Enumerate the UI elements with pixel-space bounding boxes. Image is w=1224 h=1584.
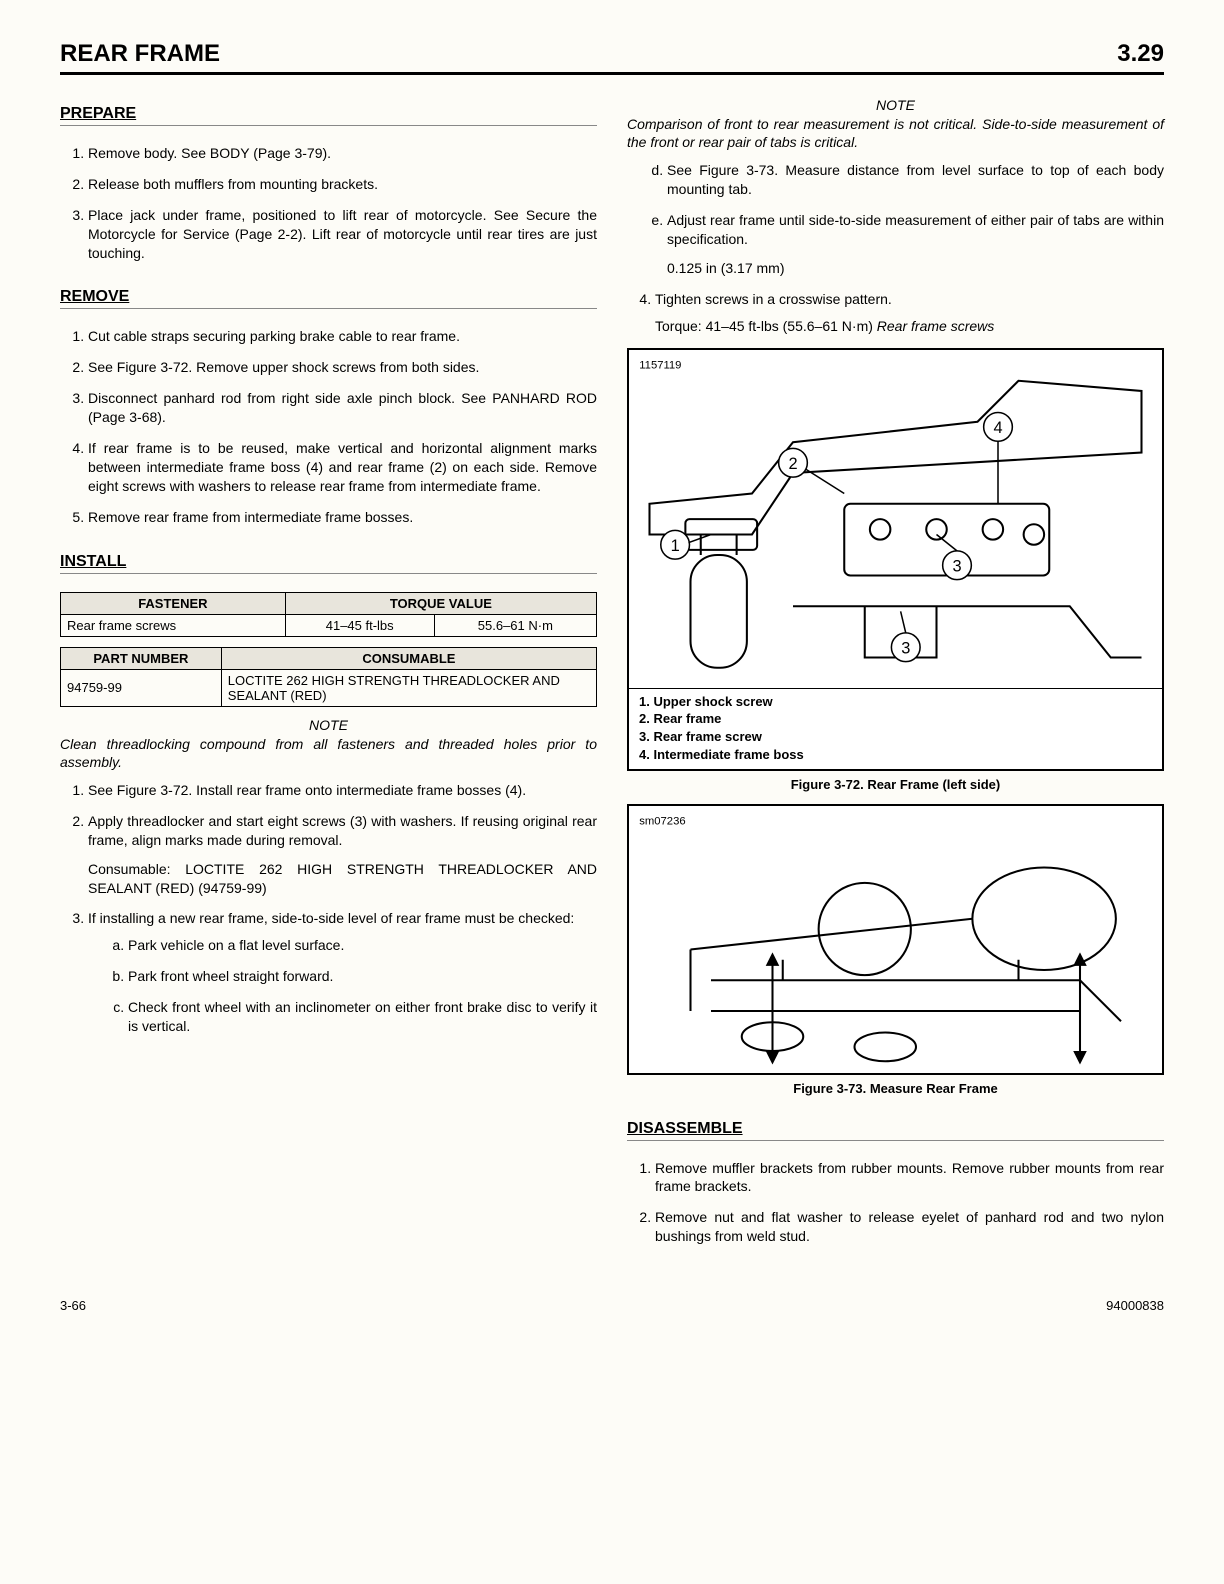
spec-value: 0.125 in (3.17 mm) <box>667 259 1164 278</box>
list-item: Remove nut and flat washer to release ey… <box>655 1208 1164 1246</box>
remove-heading: REMOVE <box>60 288 597 309</box>
list-item: See Figure 3-72. Remove upper shock scre… <box>88 358 597 377</box>
list-item: Tighten screws in a crosswise pattern. T… <box>655 290 1164 336</box>
figure-73: sm07236 <box>627 804 1164 1075</box>
list-item: If rear frame is to be reused, make vert… <box>88 439 597 496</box>
note-title: NOTE <box>627 97 1164 113</box>
list-item: Remove rear frame from intermediate fram… <box>88 508 597 527</box>
install-steps: See Figure 3-72. Install rear frame onto… <box>60 781 597 1036</box>
consumable-line: Consumable: LOCTITE 262 HIGH STRENGTH TH… <box>88 860 597 898</box>
list-item: If installing a new rear frame, side-to-… <box>88 909 597 1035</box>
note-body: Clean threadlocking compound from all fa… <box>60 735 597 771</box>
table-header: CONSUMABLE <box>221 647 596 669</box>
note-title: NOTE <box>60 717 597 733</box>
install-step4: Tighten screws in a crosswise pattern. T… <box>627 290 1164 336</box>
disassemble-steps: Remove muffler brackets from rubber moun… <box>627 1159 1164 1247</box>
table-cell: LOCTITE 262 HIGH STRENGTH THREADLOCKER A… <box>221 669 596 706</box>
page-header: REAR FRAME 3.29 <box>60 40 1164 75</box>
list-item: Release both mufflers from mounting brac… <box>88 175 597 194</box>
figure-72-svg: 1157119 <box>629 350 1162 688</box>
list-item: Cut cable straps securing parking brake … <box>88 327 597 346</box>
step-text: Apply threadlocker and start eight screw… <box>88 813 597 848</box>
fastener-table: FASTENER TORQUE VALUE Rear frame screws … <box>60 592 597 637</box>
install-substeps-abc: Park vehicle on a flat level surface. Pa… <box>88 936 597 1036</box>
list-item: Disconnect panhard rod from right side a… <box>88 389 597 427</box>
table-cell: 55.6–61 N·m <box>434 614 596 636</box>
right-column: NOTE Comparison of front to rear measure… <box>627 91 1164 1258</box>
figure-ref: 1157119 <box>639 359 681 371</box>
table-cell: 41–45 ft-lbs <box>285 614 434 636</box>
footer-right: 94000838 <box>1106 1298 1164 1313</box>
torque-ital: Rear frame screws <box>877 318 994 334</box>
list-item: Adjust rear frame until side-to-side mea… <box>667 211 1164 278</box>
torque-text: Torque: 41–45 ft-lbs (55.6–61 N·m) <box>655 318 877 334</box>
install-heading: INSTALL <box>60 553 597 574</box>
figure-72: 1157119 <box>627 348 1164 771</box>
legend-item: 4. Intermediate frame boss <box>639 746 1152 764</box>
figure-72-caption: Figure 3-72. Rear Frame (left side) <box>627 777 1164 792</box>
figure-73-caption: Figure 3-73. Measure Rear Frame <box>627 1081 1164 1096</box>
list-item: Park vehicle on a flat level surface. <box>128 936 597 955</box>
callout-2: 2 <box>788 455 797 473</box>
legend-item: 3. Rear frame screw <box>639 728 1152 746</box>
list-item: Check front wheel with an inclinometer o… <box>128 998 597 1036</box>
left-column: PREPARE Remove body. See BODY (Page 3-79… <box>60 91 597 1258</box>
page-title: REAR FRAME <box>60 40 220 68</box>
callout-3a: 3 <box>952 557 961 575</box>
remove-steps: Cut cable straps securing parking brake … <box>60 327 597 526</box>
table-header: PART NUMBER <box>61 647 222 669</box>
torque-line: Torque: 41–45 ft-lbs (55.6–61 N·m) Rear … <box>655 317 1164 336</box>
table-cell: Rear frame screws <box>61 614 286 636</box>
figure-73-svg: sm07236 <box>629 806 1162 1073</box>
figure-legend: 1. Upper shock screw 2. Rear frame 3. Re… <box>629 688 1162 769</box>
section-number: 3.29 <box>1117 40 1164 68</box>
list-item: See Figure 3-73. Measure distance from l… <box>667 161 1164 199</box>
list-item: Apply threadlocker and start eight screw… <box>88 812 597 898</box>
list-item: Park front wheel straight forward. <box>128 967 597 986</box>
callout-1: 1 <box>671 537 680 555</box>
disassemble-heading: DISASSEMBLE <box>627 1120 1164 1141</box>
table-header: FASTENER <box>61 592 286 614</box>
step-text: If installing a new rear frame, side-to-… <box>88 910 574 926</box>
list-item: Remove body. See BODY (Page 3-79). <box>88 144 597 163</box>
consumable-table: PART NUMBER CONSUMABLE 94759-99 LOCTITE … <box>60 647 597 707</box>
install-substeps-de: See Figure 3-73. Measure distance from l… <box>627 161 1164 277</box>
prepare-heading: PREPARE <box>60 105 597 126</box>
table-header: TORQUE VALUE <box>285 592 596 614</box>
page-footer: 3-66 94000838 <box>60 1298 1164 1313</box>
two-column-layout: PREPARE Remove body. See BODY (Page 3-79… <box>60 91 1164 1258</box>
callout-3b: 3 <box>901 639 910 657</box>
step-text: Tighten screws in a crosswise pattern. <box>655 291 892 307</box>
legend-item: 1. Upper shock screw <box>639 693 1152 711</box>
callout-4: 4 <box>993 419 1002 437</box>
list-item: Place jack under frame, positioned to li… <box>88 206 597 263</box>
legend-item: 2. Rear frame <box>639 710 1152 728</box>
prepare-steps: Remove body. See BODY (Page 3-79). Relea… <box>60 144 597 262</box>
list-item: See Figure 3-72. Install rear frame onto… <box>88 781 597 800</box>
note-body: Comparison of front to rear measurement … <box>627 115 1164 151</box>
figure-ref: sm07236 <box>639 815 685 827</box>
step-text: Adjust rear frame until side-to-side mea… <box>667 212 1164 247</box>
table-cell: 94759-99 <box>61 669 222 706</box>
list-item: Remove muffler brackets from rubber moun… <box>655 1159 1164 1197</box>
footer-left: 3-66 <box>60 1298 86 1313</box>
